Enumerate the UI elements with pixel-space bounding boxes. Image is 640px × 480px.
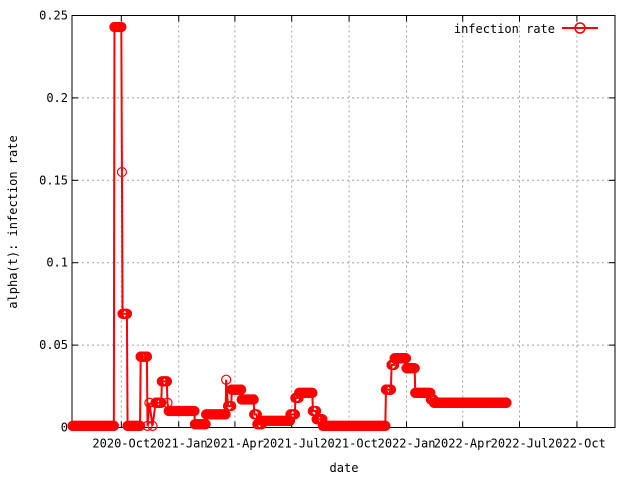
- data-point-marker: [425, 387, 436, 398]
- data-point-marker: [163, 405, 174, 417]
- data-point-marker: [134, 420, 146, 431]
- data-point-marker: [425, 394, 436, 405]
- data-point-marker: [311, 414, 322, 425]
- data-point-marker: [122, 420, 133, 431]
- data-point-marker: [251, 409, 262, 420]
- data-point-marker: [116, 166, 128, 178]
- data-point-marker: [147, 420, 158, 431]
- data-point-marker: [317, 420, 328, 431]
- y-tick-label: 0.2: [46, 91, 68, 105]
- data-point-marker: [222, 400, 234, 412]
- data-point-marker: [388, 359, 400, 370]
- y-tick-label: 0.1: [46, 256, 68, 270]
- data-point-marker: [162, 397, 173, 408]
- legend-marker-icon: [574, 22, 586, 34]
- data-point-marker: [236, 384, 247, 395]
- data-point-marker: [249, 409, 260, 420]
- data-point-marker: [428, 397, 440, 408]
- data-point-marker: [410, 387, 421, 398]
- data-point-marker: [389, 353, 400, 364]
- data-point-marker: [409, 363, 420, 374]
- y-tick-label: 0.25: [39, 9, 68, 23]
- data-point-marker: [501, 397, 512, 408]
- data-point-marker: [252, 419, 263, 430]
- data-point-marker: [121, 308, 133, 319]
- y-tick-label: 0: [61, 421, 68, 435]
- plot-frame: [71, 15, 616, 428]
- data-point-marker: [385, 384, 397, 395]
- data-point-marker: [380, 384, 392, 395]
- data-point-marker: [257, 415, 268, 427]
- x-tick-label: 2020-Oct: [92, 437, 150, 451]
- y-tick-label: 0.05: [39, 338, 68, 352]
- data-point-marker: [221, 374, 232, 385]
- x-tick-label: 2022-Jul: [491, 437, 549, 451]
- data-point-marker: [293, 392, 304, 403]
- data-point-marker: [117, 308, 128, 319]
- x-tick-label: 2021-Jul: [263, 437, 321, 451]
- x-axis-label: date: [330, 461, 359, 475]
- data-point-marker: [226, 400, 237, 412]
- data-point-marker: [284, 415, 295, 427]
- data-point-marker: [144, 397, 155, 408]
- legend: infection rate: [454, 22, 598, 36]
- data-point-marker: [150, 397, 161, 408]
- data-point-marker: [285, 409, 296, 420]
- data-point-marker: [161, 376, 172, 387]
- y-axis-label: alpha(t): infection rate: [6, 135, 20, 308]
- data-point-marker: [400, 353, 412, 364]
- data-point-marker: [248, 394, 259, 405]
- data-point-marker: [294, 387, 305, 398]
- data-point-marker: [156, 397, 167, 408]
- series-layer: [67, 21, 512, 431]
- x-tick-label: 2021-Apr: [206, 437, 264, 451]
- series-line: [72, 26, 507, 427]
- data-point-marker: [310, 405, 322, 417]
- data-point-marker: [401, 363, 412, 374]
- data-point-marker: [380, 420, 391, 431]
- data-point-marker: [200, 419, 211, 430]
- data-point-marker: [142, 420, 153, 431]
- data-point-marker: [109, 21, 120, 33]
- data-point-marker: [67, 420, 78, 431]
- data-point-marker: [289, 409, 300, 420]
- x-tick-label: 2021-Oct: [320, 437, 378, 451]
- data-point-marker: [236, 394, 247, 405]
- data-point-marker: [135, 351, 146, 362]
- y-tick-label: 0.15: [39, 173, 68, 187]
- x-tick-label: 2022-Apr: [434, 437, 492, 451]
- data-point-marker: [116, 21, 127, 33]
- data-point-marker: [189, 419, 201, 430]
- data-point-marker: [156, 376, 167, 387]
- data-point-marker: [317, 414, 328, 425]
- data-point-marker: [307, 387, 318, 398]
- data-point-marker: [386, 359, 397, 370]
- data-point-marker: [108, 420, 119, 431]
- x-tick-label: 2022-Oct: [548, 437, 606, 451]
- data-point-marker: [201, 409, 212, 420]
- grid-layer: [72, 15, 615, 428]
- legend-label: infection rate: [454, 22, 555, 36]
- data-point-marker: [141, 351, 152, 362]
- x-tick-label: 2021-Jan: [150, 437, 208, 451]
- data-point-marker: [189, 405, 200, 417]
- x-tick-label: 2022-Jan: [378, 437, 436, 451]
- data-point-marker: [307, 405, 319, 417]
